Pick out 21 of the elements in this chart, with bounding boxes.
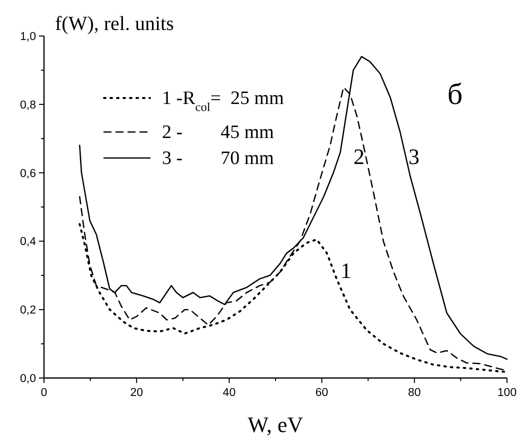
- x-tick-label: 60: [315, 387, 328, 399]
- x-tick-label: 40: [222, 387, 236, 399]
- y-tick-label: 1,0: [20, 31, 36, 43]
- x-tick-label: 0: [40, 387, 48, 399]
- y-tick-label: 0,4: [20, 236, 37, 248]
- annotation: 2: [354, 144, 364, 169]
- y-tick-label: 0,2: [20, 304, 36, 317]
- x-tick-label: 20: [130, 387, 143, 399]
- y-tick-label: 0,6: [20, 168, 36, 180]
- y-tick-label: 0,0: [20, 373, 36, 385]
- y-tick-label: 0,8: [20, 99, 36, 112]
- x-tick-label: 100: [497, 387, 517, 399]
- legend-label: 1 -R$_{col}$= 25 mm: [162, 88, 284, 114]
- x-axis-title: W, eV: [248, 412, 304, 437]
- legend-label: 3 - 70 mm: [162, 148, 274, 169]
- annotation: б: [447, 78, 463, 111]
- y-axis-title: f(W), rel. units: [55, 13, 174, 35]
- legend-label: 2 - 45 mm: [162, 122, 274, 143]
- annotation: 3: [408, 144, 420, 169]
- x-tick-label: 80: [408, 387, 421, 399]
- annotation: 1: [340, 258, 352, 283]
